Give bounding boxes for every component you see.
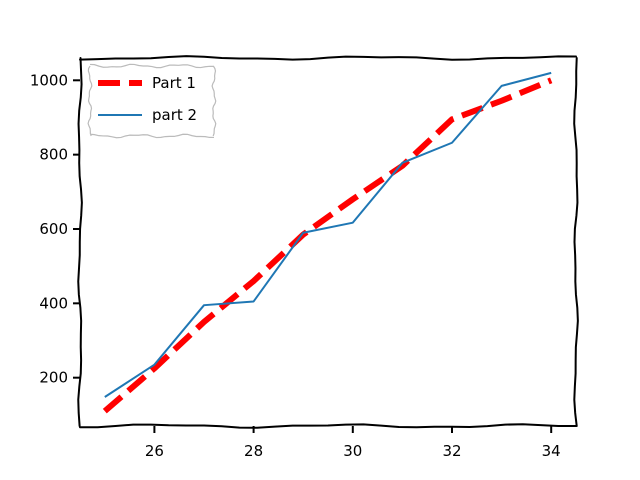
- x-tick-label: 34: [542, 442, 561, 460]
- plot-frame-top: [79, 55, 577, 61]
- y-tick-label: 800: [39, 146, 68, 164]
- legend-box: [87, 63, 217, 139]
- legend-label: part 2: [152, 106, 197, 124]
- y-tick-label: 200: [39, 369, 68, 387]
- series-line-part-1: [102, 77, 553, 414]
- plot-frame-bottom: [79, 423, 577, 429]
- x-tick-label: 32: [442, 442, 461, 460]
- axis-ticks: 26 28 30 32 34 200 400 600 800 1000: [30, 71, 561, 460]
- x-tick-label: 28: [244, 442, 263, 460]
- legend-label: Part 1: [152, 74, 196, 92]
- plot-frame: [77, 55, 579, 429]
- series-layer: [102, 71, 553, 414]
- y-tick-label: 400: [39, 294, 68, 312]
- series-line-part-2: [104, 71, 552, 398]
- plot-frame-right: [573, 57, 579, 427]
- y-tick-label: 1000: [30, 71, 68, 89]
- legend: Part 1 part 2: [87, 63, 217, 139]
- x-tick-label: 30: [343, 442, 362, 460]
- x-tick-label: 26: [145, 442, 164, 460]
- plot-frame-left: [77, 57, 83, 427]
- y-tick-label: 600: [39, 220, 68, 238]
